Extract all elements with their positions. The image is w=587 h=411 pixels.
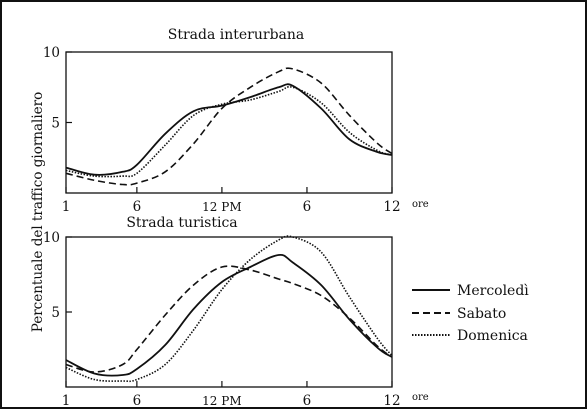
x-tick-label: 6 [303,393,312,409]
y-tick-label: 5 [51,305,60,321]
x-tick-label: 12 PM [202,394,241,408]
x-tick-label: 6 [133,393,142,409]
series-line-mercoled [65,83,393,176]
legend-label: Domenica [457,328,528,344]
chart-strada-interurbana: Strada interurbana 1 6 12 PM 6 12 5 10 ore [43,27,429,215]
x-tick-label: 6 [133,199,142,215]
y-axis-label: Percentuale del traffico giornaliero [30,92,46,332]
series-line-domenica [65,235,393,383]
chart-title: Strada turistica [126,215,237,231]
y-tick-label: 10 [43,45,60,61]
x-tick-label: 12 [383,393,400,409]
legend-label: Sabato [457,306,506,322]
chart-title: Strada interurbana [168,27,305,43]
x-tick-label: 12 [383,199,400,215]
series-line-sabato [65,67,393,186]
series-line-domenica [65,86,393,178]
legend-label: Mercoledì [457,283,529,299]
x-tick-label: 6 [303,199,312,215]
legend: Mercoledì Sabato Domenica [412,283,529,344]
y-tick-label: 10 [43,230,60,246]
plot-frame [65,51,393,194]
series-line-sabato [65,265,393,373]
x-tick-label: 1 [62,393,71,409]
y-tick-label: 5 [51,116,60,132]
x-tick-label: 1 [62,199,71,215]
x-axis-label: ore [412,199,429,210]
x-tick-label: 12 PM [202,200,241,214]
chart-strada-turistica: Strada turistica 1 6 12 PM 6 12 5 10 ore [43,215,429,409]
x-axis-label: ore [412,392,429,403]
series-line-mercoled [65,253,393,377]
